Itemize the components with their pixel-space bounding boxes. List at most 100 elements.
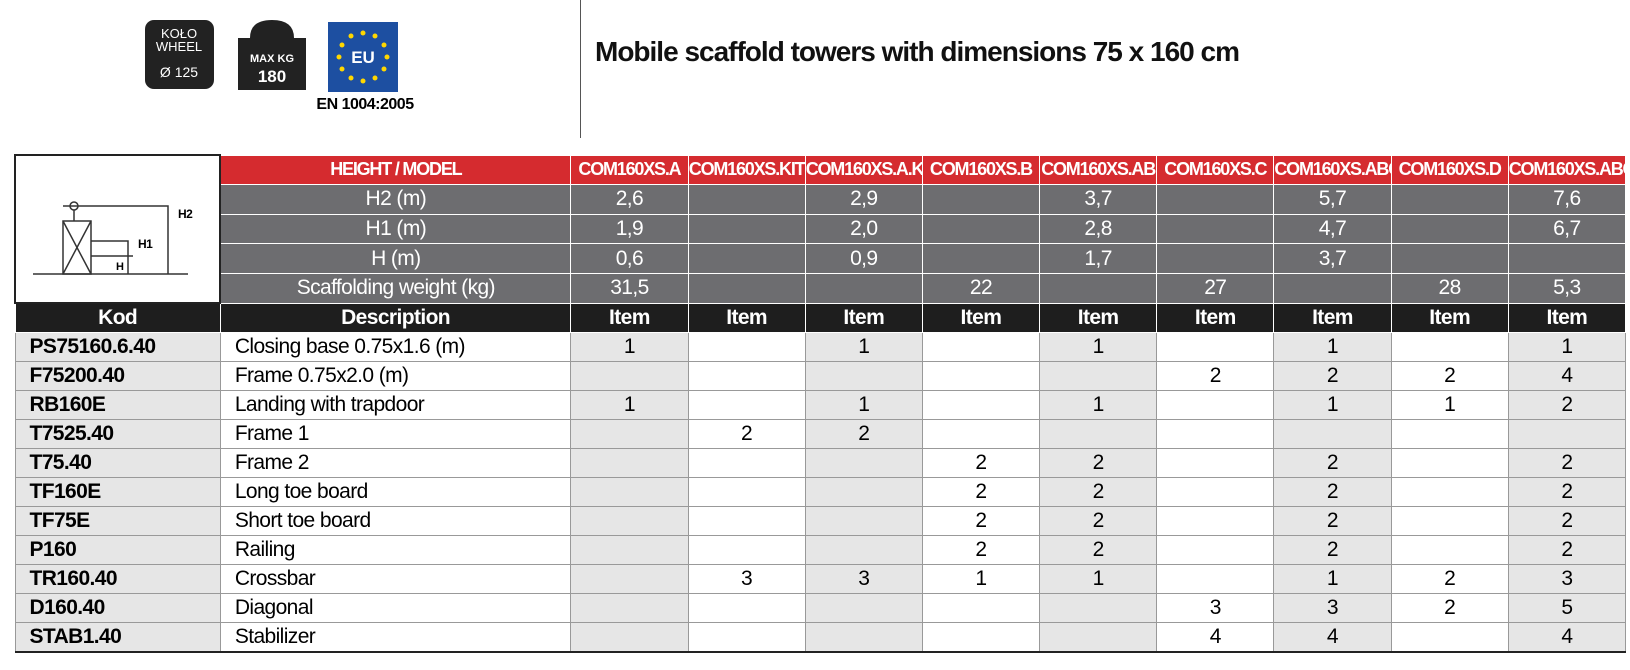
item-count: 2 [921, 506, 1041, 536]
item-count: 2 [1273, 506, 1392, 536]
item-count [1156, 448, 1275, 478]
part-row: TF160E Long toe board 2 2 2 2 [14, 477, 1627, 507]
spec-value: 5,7 [1273, 184, 1392, 215]
item-count: 1 [570, 332, 689, 362]
diagram-label: H [116, 261, 124, 273]
item-count [1156, 506, 1275, 536]
spec-value: 31,5 [570, 272, 689, 304]
diagram-label: H1 [138, 237, 153, 251]
item-count: 2 [1039, 535, 1158, 565]
spec-row: Scaffolding weight (kg) 31,5 22 27 28 5,3 [15, 272, 1627, 304]
item-count [1390, 506, 1509, 536]
spec-value: 7,6 [1507, 184, 1627, 215]
item-header: Item [1273, 302, 1392, 333]
item-count [1039, 419, 1158, 449]
spec-value [1390, 184, 1509, 215]
item-count: 4 [1507, 361, 1627, 391]
item-count [570, 448, 689, 478]
model-header: COM160XS.ABC [1273, 154, 1392, 186]
icon-bg [145, 20, 214, 89]
item-count [570, 593, 689, 623]
item-count [1039, 622, 1158, 653]
spec-value [921, 184, 1041, 215]
spec-value: 2,6 [570, 184, 689, 215]
spec-row: H (m) 0,6 0,9 1,7 3,7 [15, 243, 1627, 274]
model-header: COM160XS.KIT [687, 154, 806, 186]
item-count: 2 [1390, 564, 1509, 594]
item-count: 1 [1039, 564, 1158, 594]
icon-text: MAX KG [250, 53, 294, 65]
icon-text: Ø 125 [160, 64, 198, 80]
item-count: 2 [1273, 535, 1392, 565]
item-count [804, 477, 923, 507]
spec-value: 28 [1390, 272, 1509, 304]
model-header: COM160XS.B [921, 154, 1041, 186]
item-count [1156, 332, 1275, 362]
item-count [1390, 419, 1509, 449]
item-count: 2 [1507, 506, 1627, 536]
model-header: COM160XS.A [570, 154, 689, 186]
item-count [570, 361, 689, 391]
part-description: Landing with trapdoor [219, 390, 572, 420]
spec-value: 6,7 [1507, 213, 1627, 245]
item-count [687, 535, 806, 565]
part-row: P160 Railing 2 2 2 2 [14, 535, 1627, 565]
item-count [804, 506, 923, 536]
spec-value: 3,7 [1273, 243, 1392, 274]
item-count: 2 [1507, 448, 1627, 478]
icon-bg [238, 20, 306, 90]
item-count [570, 477, 689, 507]
part-description: Frame 0.75x2.0 (m) [219, 361, 572, 391]
item-count [687, 361, 806, 391]
item-count [570, 419, 689, 449]
spec-value: 27 [1156, 272, 1275, 304]
item-header: Item [1507, 302, 1627, 333]
diagram-cell: H2 H1 H [13, 154, 222, 304]
item-count: 2 [1507, 535, 1627, 565]
spec-row: H2 (m) 2,6 2,9 3,7 5,7 7,6 [15, 184, 1627, 215]
spec-value: 5,3 [1507, 272, 1627, 304]
spec-value [921, 213, 1041, 245]
item-count [1156, 390, 1275, 420]
item-count: 1 [1273, 564, 1392, 594]
spec-value [921, 243, 1041, 274]
model-header: COM160XS.A.KIT [804, 154, 923, 186]
part-row: D160.40 Diagonal 3 3 2 5 [14, 593, 1627, 623]
part-code: P160 [14, 535, 221, 565]
item-count: 1 [804, 332, 923, 362]
standard: EN 1004:2005 [316, 96, 414, 113]
icon-text: 180 [258, 67, 286, 86]
spec-value [687, 184, 806, 215]
item-count: 3 [687, 564, 806, 594]
part-description: Frame 1 [219, 419, 572, 449]
spec-value [1273, 272, 1392, 304]
part-description: Crossbar [219, 564, 572, 594]
part-description: Short toe board [219, 506, 572, 536]
item-count: 2 [921, 448, 1041, 478]
part-code: D160.40 [14, 593, 221, 623]
part-code: RB160E [14, 390, 221, 420]
model-header: COM160XS.D [1390, 154, 1509, 186]
item-count: 2 [1039, 477, 1158, 507]
spec-value: 4,7 [1273, 213, 1392, 245]
item-count [804, 361, 923, 391]
item-count: 2 [1273, 477, 1392, 507]
item-count [687, 593, 806, 623]
part-description: Stabilizer [219, 622, 572, 653]
item-count: 2 [1390, 593, 1509, 623]
spec-value: 1,7 [1039, 243, 1158, 274]
item-count [570, 622, 689, 653]
item-count: 2 [804, 419, 923, 449]
model-row: H2 H1 H HEIGHT / MODEL COM160XS.A COM160XS.KI… [13, 154, 1627, 304]
spec-row: H1 (m) 1,9 2,0 2,8 4,7 6,7 [15, 213, 1627, 245]
part-row: RB160E Landing with trapdoor 1 1 1 1 1 2 [14, 390, 1627, 420]
item-count: 2 [1039, 448, 1158, 478]
item-count [1390, 332, 1509, 362]
item-count: 1 [1507, 332, 1627, 362]
spec-value: 1,9 [570, 213, 689, 245]
spec-value: 22 [921, 272, 1041, 304]
item-count [804, 535, 923, 565]
code-header: Kod [14, 302, 221, 333]
part-code: F75200.40 [14, 361, 221, 391]
